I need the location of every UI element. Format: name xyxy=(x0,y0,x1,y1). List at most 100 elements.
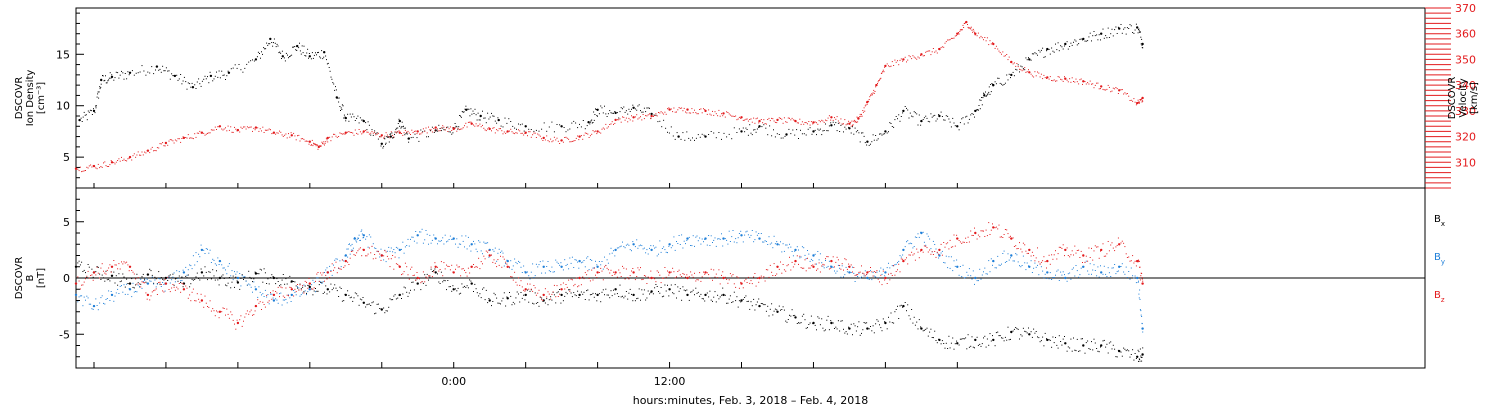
bx-series-dot xyxy=(979,343,981,345)
density-series-dot xyxy=(535,129,537,131)
density-series-point xyxy=(650,112,653,116)
bz-series-dot xyxy=(372,258,374,260)
by-series-dot xyxy=(913,246,915,247)
density-series-dot xyxy=(610,112,612,114)
density-series-dot xyxy=(169,78,171,80)
bz-series-dot xyxy=(263,304,265,305)
by-series-dot xyxy=(329,265,331,267)
velocity-series-dot xyxy=(234,126,235,128)
density-series-dot xyxy=(374,130,376,132)
velocity-series-dot xyxy=(891,61,893,63)
bz-series-dot xyxy=(1070,254,1072,256)
bz-series-dot xyxy=(312,288,314,290)
velocity-series-dot xyxy=(86,166,88,168)
bz-series-dot xyxy=(1080,250,1082,252)
velocity-series-dot xyxy=(750,118,752,120)
density-series-dot xyxy=(620,107,622,109)
density-series-dot xyxy=(1004,82,1006,84)
by-series-dot xyxy=(790,246,792,248)
by-series-dot xyxy=(366,236,368,238)
velocity-series-dot xyxy=(803,123,805,125)
bx-series-dot xyxy=(664,284,666,286)
by-series-point xyxy=(254,288,258,291)
bz-series-dot xyxy=(908,254,910,256)
x-tick-label: 12:00 xyxy=(654,375,686,388)
by-series-dot xyxy=(1117,270,1119,272)
bz-series-dot xyxy=(1052,258,1054,260)
b-axis-label-line: DSCOVR xyxy=(14,257,25,300)
density-series-dot xyxy=(261,51,262,53)
velocity-series-dot xyxy=(475,123,477,125)
bx-series-point xyxy=(920,327,923,330)
by-series-dot xyxy=(350,245,352,247)
bx-series-dot xyxy=(402,293,404,295)
bx-series-dot xyxy=(357,295,359,297)
density-series-dot xyxy=(692,137,693,139)
bz-series-dot xyxy=(925,245,927,247)
by-series-dot xyxy=(97,309,99,311)
bx-series-dot xyxy=(476,292,478,294)
density-series-dot xyxy=(668,132,670,134)
velocity-series-dot xyxy=(438,130,440,132)
bz-series-dot xyxy=(121,261,122,263)
bz-series-dot xyxy=(1073,254,1074,256)
velocity-series-dot xyxy=(142,154,144,156)
density-series-dot xyxy=(640,110,641,112)
bz-series-dot xyxy=(791,261,793,263)
bz-series-dot xyxy=(1001,236,1002,238)
by-series-dot xyxy=(244,276,246,278)
density-series-dot xyxy=(853,133,855,135)
density-series-dot xyxy=(475,114,477,116)
bx-series-dot xyxy=(753,298,755,300)
bx-series-dot xyxy=(225,284,226,286)
density-series-dot xyxy=(940,111,942,113)
density-series-dot xyxy=(835,122,837,124)
by-series-dot xyxy=(1103,265,1105,267)
by-series-dot xyxy=(1028,265,1029,267)
velocity-series-dot xyxy=(742,119,744,121)
density-series-point xyxy=(1028,58,1031,61)
velocity-series-dot xyxy=(649,113,650,115)
bx-series-dot xyxy=(949,347,951,349)
velocity-series-dot xyxy=(497,130,499,132)
by-series-dot xyxy=(898,260,900,262)
density-series-dot xyxy=(541,128,543,130)
by-series-dot xyxy=(962,264,964,266)
by-series-dot xyxy=(92,308,94,310)
bz-series-dot xyxy=(826,256,828,258)
bx-series-dot xyxy=(902,306,904,308)
bz-series-dot xyxy=(863,273,865,275)
bx-series-dot xyxy=(965,337,967,339)
by-series-dot xyxy=(586,257,588,259)
density-series-dot xyxy=(298,47,300,49)
bx-series-dot xyxy=(267,278,269,280)
velocity-series-dot xyxy=(968,27,970,29)
by-series-point xyxy=(938,254,941,257)
velocity-series-dot xyxy=(542,140,544,141)
bz-series-dot xyxy=(1035,257,1037,259)
density-series-dot xyxy=(430,130,431,132)
density-series-point xyxy=(677,135,680,138)
by-series-dot xyxy=(785,244,787,246)
density-series-point xyxy=(587,121,590,124)
velocity-series-dot xyxy=(104,161,106,163)
by-series-dot xyxy=(844,274,846,276)
density-series-dot xyxy=(418,140,420,142)
density-series-dot xyxy=(1079,38,1081,40)
density-series-dot xyxy=(288,57,289,59)
by-series-dot xyxy=(971,278,973,280)
velocity-series-dot xyxy=(145,152,147,154)
bx-series-dot xyxy=(149,268,151,270)
by-series-dot xyxy=(1022,255,1024,257)
bz-series-point xyxy=(686,276,689,280)
bx-series-dot xyxy=(625,291,627,292)
by-series-dot xyxy=(888,262,889,264)
bz-series-dot xyxy=(519,284,521,286)
by-series-point xyxy=(830,265,833,268)
by-series-dot xyxy=(1129,278,1131,280)
bx-series-dot xyxy=(559,289,561,290)
bx-series-dot xyxy=(683,289,685,291)
density-series-dot xyxy=(500,125,502,127)
density-series-dot xyxy=(465,105,467,107)
density-series-dot xyxy=(907,109,909,111)
